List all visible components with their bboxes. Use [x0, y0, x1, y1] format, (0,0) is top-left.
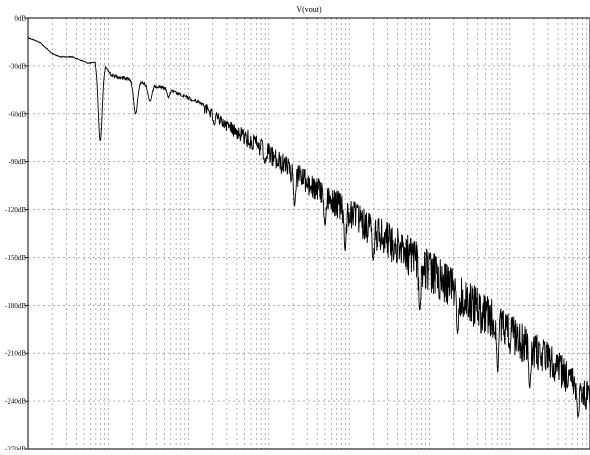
- y-tick-label: -90dB: [9, 158, 27, 166]
- y-tick-label: -210dB: [5, 350, 26, 358]
- series-line-vout[interactable]: [27, 37, 590, 419]
- y-tick-label: 0dB: [14, 15, 26, 23]
- y-tick-label: -120dB: [5, 206, 26, 214]
- y-tick-label: -240dB: [5, 398, 26, 406]
- y-tick-label: -150dB: [5, 254, 26, 262]
- y-tick-label: -30dB: [9, 62, 27, 70]
- y-tick-label: -270dB: [5, 446, 26, 451]
- chart-title: V(vout): [296, 5, 322, 14]
- grid: [28, 18, 590, 449]
- y-axis: 0dB -30dB -60dB -90dB -120dB -150dB -180dB -210…: [5, 15, 28, 454]
- plot-frame: [27, 17, 590, 450]
- y-tick-label: -180dB: [5, 302, 26, 310]
- y-tick-label: -60dB: [9, 110, 27, 118]
